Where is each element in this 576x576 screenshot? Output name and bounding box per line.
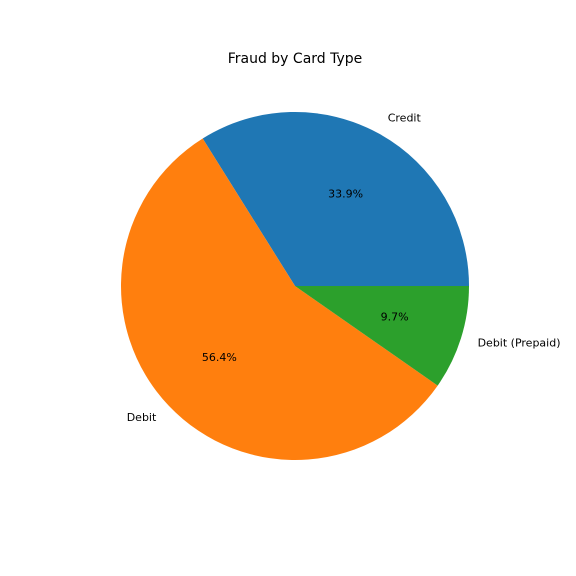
pie-slices bbox=[120, 112, 470, 461]
percent-label: 33.9% bbox=[328, 188, 363, 201]
slice-label: Debit bbox=[127, 411, 157, 424]
percent-label: 9.7% bbox=[381, 310, 409, 323]
pie-labels: Credit 33.9% Debit 56.4% Debit (Prepaid) 9.7% bbox=[127, 112, 561, 424]
slice-label: Debit (Prepaid) bbox=[478, 336, 561, 349]
percent-label: 56.4% bbox=[202, 351, 237, 364]
pie-slice-credit bbox=[202, 112, 470, 286]
pie-slice-debit-prepaid bbox=[295, 286, 469, 386]
slice-label: Credit bbox=[388, 112, 422, 125]
chart-title: Fraud by Card Type bbox=[228, 51, 363, 67]
pie-slice-debit bbox=[120, 138, 438, 461]
